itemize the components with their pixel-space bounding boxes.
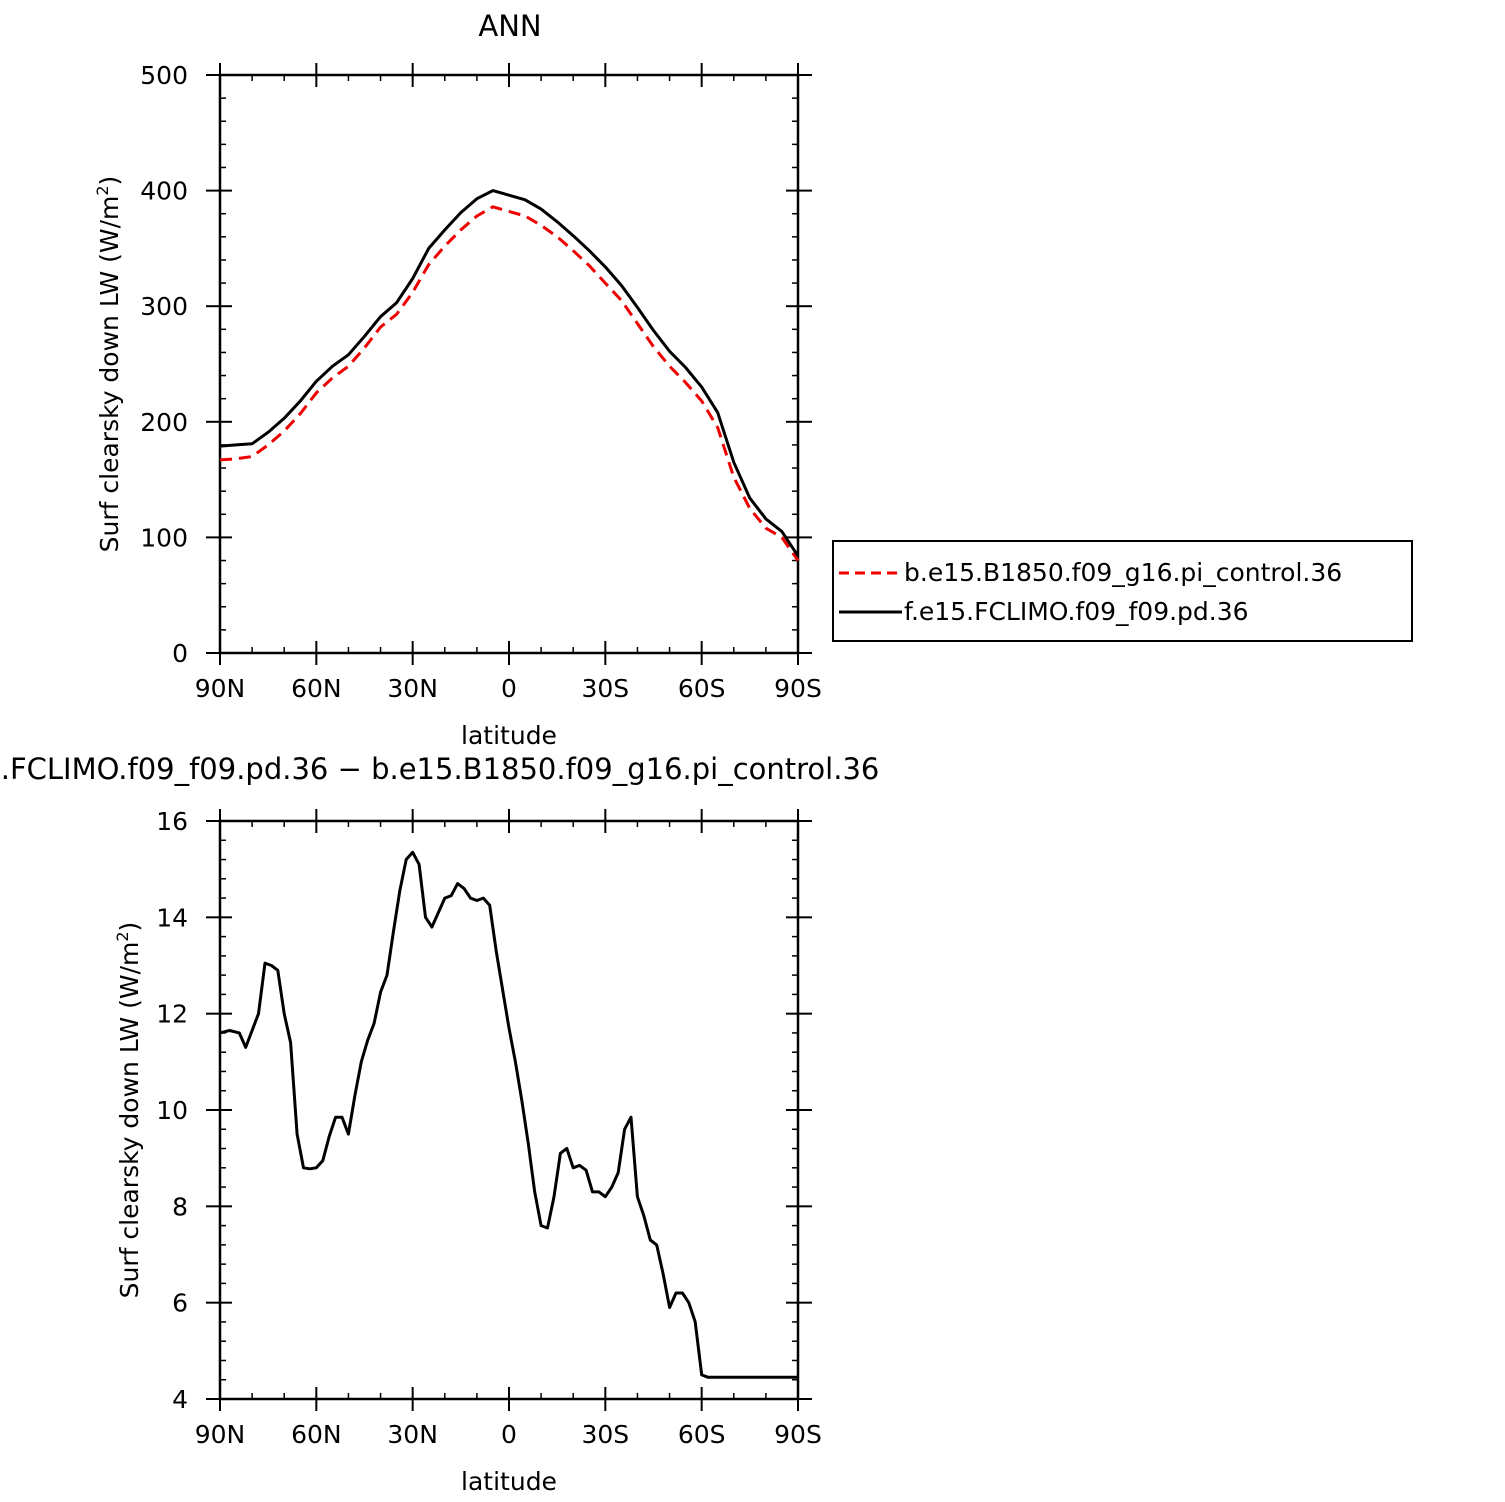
bottom-x-tick-label: 30S (581, 1420, 629, 1449)
legend-box (832, 540, 1413, 642)
bottom-x-tick-label: 90S (774, 1420, 822, 1449)
top-x-tick-label: 60S (678, 674, 726, 703)
top-plot-frame (218, 73, 800, 655)
bottom-x-axis-title: latitude (461, 1467, 557, 1496)
top-ticks: 90N 60N 30N 0 30S 60S 90S 0 100 200 300 400 500 (140, 61, 822, 703)
top-x-axis-title: latitude (461, 721, 557, 750)
top-title: ANN (478, 9, 541, 43)
bottom-y-axis-title-end: ) (115, 922, 144, 932)
bottom-x-tick-label: 60S (678, 1420, 726, 1449)
top-series-line-1 (219, 189, 800, 557)
bottom-plot-frame (218, 819, 800, 1401)
bottom-x-tick-label: 60N (291, 1420, 342, 1449)
bottom-x-tick-label: 30N (387, 1420, 438, 1449)
top-y-tick-label: 0 (172, 639, 188, 668)
bottom-y-axis-title-main: Surf clearsky down LW (W/m (115, 942, 144, 1299)
bottom-title: f.e15.FCLIMO.f09_f09.pd.36 − b.e15.B1850… (0, 752, 879, 786)
top-y-tick-label: 100 (140, 523, 188, 552)
top-y-tick-label: 200 (140, 408, 188, 437)
top-x-tick-label: 30N (387, 674, 438, 703)
top-x-tick-label: 60N (291, 674, 342, 703)
top-panel: ANN 90N 60N 30N 0 30S 60S 90S0100200300400500 … (93, 9, 822, 750)
bottom-y-tick-label: 14 (156, 903, 188, 932)
top-y-tick-label: 500 (140, 61, 188, 90)
bottom-series (219, 850, 798, 1379)
bottom-y-tick-label: 6 (172, 1289, 188, 1318)
bottom-y-tick-label: 12 (156, 1000, 188, 1029)
top-x-tick-label: 90S (774, 674, 822, 703)
top-series (219, 189, 800, 562)
bottom-y-axis-title-sup: 2 (113, 931, 132, 941)
bottom-series-line-0 (219, 850, 798, 1379)
top-y-tick-label: 400 (140, 177, 188, 206)
top-y-axis-title: Surf clearsky down LW (W/m2) (93, 176, 124, 553)
bottom-panel: f.e15.FCLIMO.f09_f09.pd.36 − b.e15.B1850… (0, 752, 879, 1496)
legend: b.e15.B1850.f09_g16.pi_control.36 f.e15.… (832, 540, 1413, 642)
top-x-tick-label: 90N (195, 674, 246, 703)
top-x-tick-label: 30S (581, 674, 629, 703)
top-y-axis-title-sup: 2 (93, 185, 112, 195)
bottom-y-tick-label: 10 (156, 1096, 188, 1125)
top-series-line-0 (219, 205, 800, 562)
bottom-y-axis-title: Surf clearsky down LW (W/m2) (113, 922, 144, 1299)
top-x-tick-label: 0 (501, 674, 517, 703)
bottom-x-tick-label: 0 (501, 1420, 517, 1449)
top-y-axis-title-end: ) (95, 176, 124, 186)
bottom-ticks: 90N 60N 30N 0 30S 60S 90S 4 6 8 10 12 14 16 (156, 807, 822, 1449)
bottom-y-tick-label: 16 (156, 807, 188, 836)
bottom-x-tick-label: 90N (195, 1420, 246, 1449)
legend-label-fclimo: f.e15.FCLIMO.f09_f09.pd.36 (904, 597, 1249, 626)
legend-label-control: b.e15.B1850.f09_g16.pi_control.36 (904, 558, 1342, 587)
bottom-y-tick-label: 8 (172, 1192, 188, 1221)
top-y-tick-label: 300 (140, 292, 188, 321)
top-y-axis-title-main: Surf clearsky down LW (W/m (95, 196, 124, 553)
bottom-y-tick-label: 4 (172, 1385, 188, 1414)
